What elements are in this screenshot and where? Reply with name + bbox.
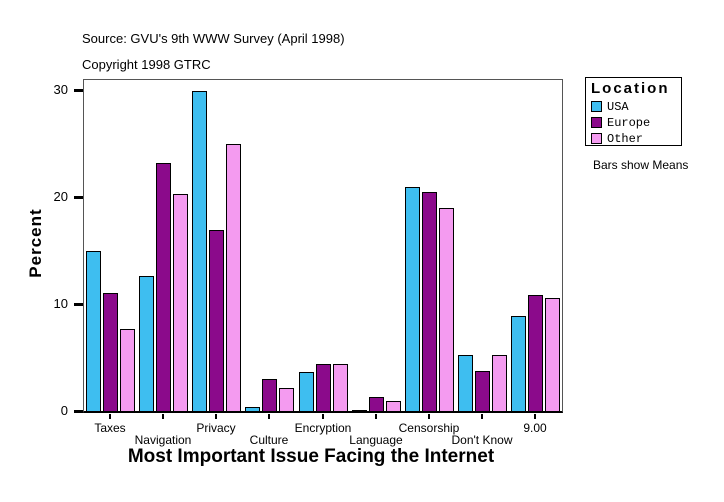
bar-europe-taxes — [103, 293, 118, 412]
x-category-label: Encryption — [294, 421, 352, 435]
x-category-label: Culture — [249, 433, 289, 447]
y-tick-label: 30 — [53, 82, 68, 97]
bar-other-navigation — [173, 194, 188, 412]
x-category-label: 9.00 — [523, 421, 547, 435]
bar-other-culture — [279, 388, 294, 412]
legend-items: USA Europe Other — [591, 99, 676, 146]
bar-usa-navigation — [139, 276, 154, 412]
bar-other-don-t-know — [492, 355, 507, 412]
bar-usa-privacy — [192, 91, 207, 412]
y-tick-mark — [74, 303, 83, 306]
y-tick-label: 20 — [53, 189, 68, 204]
plot-area — [83, 79, 563, 413]
bar-usa-censorship — [405, 187, 420, 412]
bar-usa-don-t-know — [458, 355, 473, 412]
legend-item-label: USA — [607, 99, 629, 114]
x-axis-title: Most Important Issue Facing the Internet — [127, 446, 495, 467]
legend-swatch-usa — [591, 101, 602, 112]
legend-note: Bars show Means — [593, 158, 689, 172]
bar-other-censorship — [439, 208, 454, 412]
y-tick-label: 0 — [60, 403, 68, 418]
bar-europe-navigation — [156, 163, 171, 412]
bar-other-encryption — [333, 364, 348, 412]
x-category-label: Privacy — [196, 421, 236, 435]
x-category-label: Censorship — [398, 421, 460, 435]
bar-usa-language — [352, 410, 367, 412]
y-tick-label: 10 — [53, 296, 68, 311]
source-text: Source: GVU's 9th WWW Survey (April 1998… — [82, 31, 345, 46]
x-tick-mark — [481, 414, 483, 419]
legend-swatch-europe — [591, 117, 602, 128]
bar-europe-language — [369, 397, 384, 412]
x-tick-mark — [534, 414, 536, 419]
x-tick-mark — [268, 414, 270, 419]
bar-other-privacy — [226, 144, 241, 412]
bar-europe-culture — [262, 379, 277, 412]
legend-item-other: Other — [591, 131, 676, 146]
bar-other-taxes — [120, 329, 135, 412]
x-tick-mark — [375, 414, 377, 419]
bar-europe-censorship — [422, 192, 437, 412]
bar-usa-9-00 — [511, 316, 526, 412]
bar-europe-encryption — [316, 364, 331, 412]
x-category-label: Navigation — [134, 433, 192, 447]
x-category-label: Language — [349, 433, 403, 447]
x-tick-mark — [109, 414, 111, 419]
bar-europe-9-00 — [528, 295, 543, 412]
y-tick-mark — [74, 410, 83, 413]
bar-usa-encryption — [299, 372, 314, 412]
legend-item-usa: USA — [591, 99, 676, 114]
x-tick-mark — [322, 414, 324, 419]
bar-other-9-00 — [545, 298, 560, 412]
bar-usa-culture — [245, 407, 260, 412]
x-tick-mark — [215, 414, 217, 419]
bar-europe-privacy — [209, 230, 224, 412]
legend-item-europe: Europe — [591, 115, 676, 130]
x-tick-mark — [428, 414, 430, 419]
legend-title: Location — [591, 80, 670, 97]
x-category-label: Don't Know — [451, 433, 513, 447]
x-category-label: Taxes — [94, 421, 126, 435]
bar-usa-taxes — [86, 251, 101, 412]
bar-other-language — [386, 401, 401, 412]
legend-item-label: Other — [607, 131, 644, 146]
legend-item-label: Europe — [607, 115, 651, 130]
y-tick-mark — [74, 196, 83, 199]
legend: Location USA Europe Other — [585, 77, 682, 146]
bar-europe-don-t-know — [475, 371, 490, 412]
y-tick-mark — [74, 89, 83, 92]
legend-swatch-other — [591, 133, 602, 144]
copyright-text: Copyright 1998 GTRC — [82, 57, 211, 72]
x-tick-mark — [162, 414, 164, 419]
